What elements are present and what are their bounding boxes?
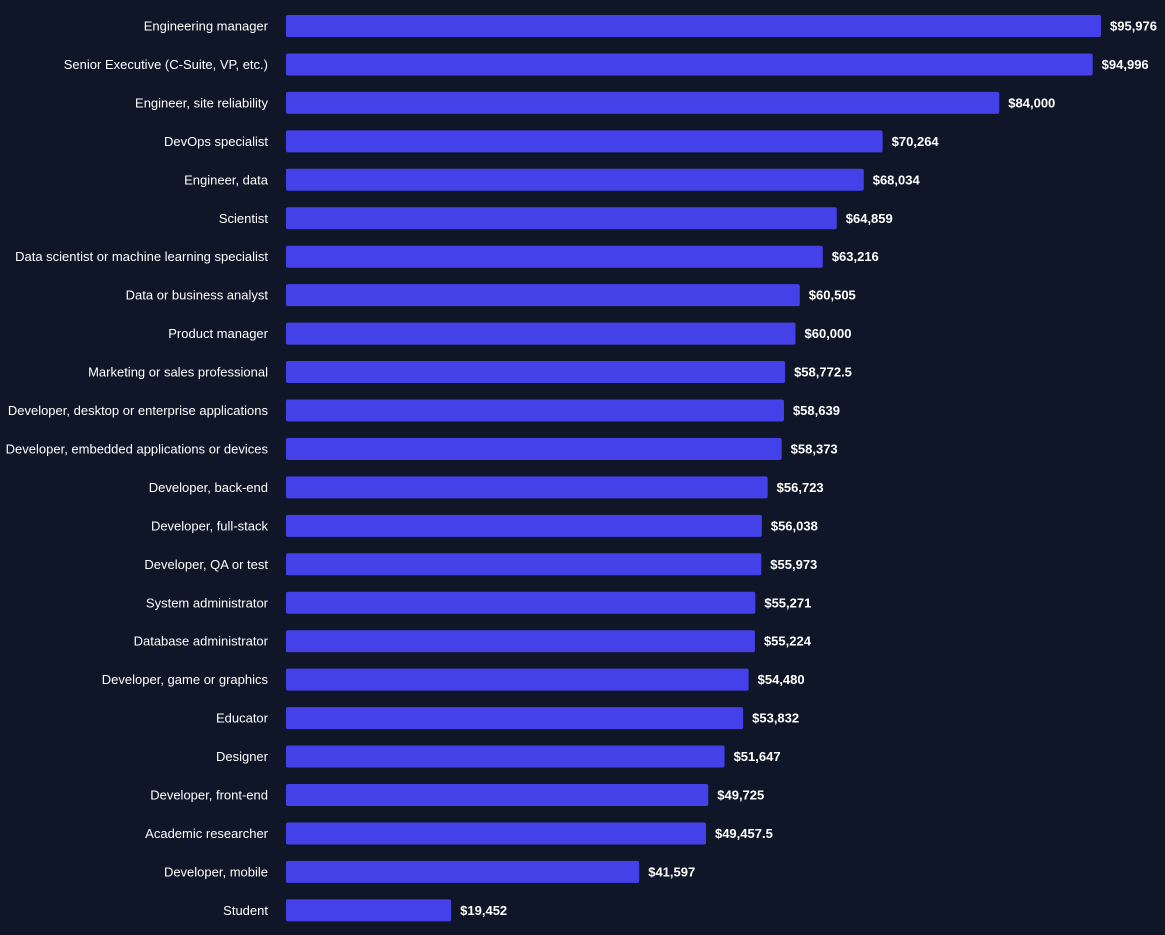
value-label: $55,224	[764, 634, 812, 649]
bar	[286, 361, 786, 384]
bar	[286, 668, 749, 691]
category-label: Engineer, data	[184, 172, 269, 187]
category-label: Developer, front-end	[150, 788, 268, 803]
value-label: $56,038	[771, 518, 818, 533]
category-label: Developer, mobile	[164, 864, 268, 879]
value-label: $49,457.5	[715, 826, 773, 841]
category-label: Educator	[216, 711, 269, 726]
category-label: Developer, back-end	[149, 480, 268, 495]
value-label: $49,725	[717, 788, 764, 803]
value-label: $63,216	[832, 249, 879, 264]
category-label: Developer, full-stack	[151, 518, 269, 533]
value-label: $53,832	[752, 711, 799, 726]
category-label: System administrator	[146, 595, 269, 610]
bar	[286, 822, 706, 845]
bar	[286, 322, 796, 345]
bar	[286, 130, 883, 153]
category-label: Senior Executive (C-Suite, VP, etc.)	[64, 57, 268, 72]
bar	[286, 53, 1093, 76]
bar	[286, 591, 756, 614]
category-label: Developer, embedded applications or devi…	[6, 441, 269, 456]
category-label: Marketing or sales professional	[88, 365, 268, 380]
value-label: $55,271	[764, 595, 811, 610]
bar	[286, 745, 725, 768]
value-label: $60,505	[809, 288, 856, 303]
value-labels: $95,976 $94,996 $84,000 $70,264 $68,034 $64,8…	[460, 19, 1157, 918]
value-label: $95,976	[1110, 19, 1157, 34]
bar	[286, 476, 768, 499]
category-label: Scientist	[219, 211, 269, 226]
bar	[286, 707, 744, 730]
bar	[286, 553, 762, 576]
category-label: DevOps specialist	[164, 134, 268, 149]
value-label: $60,000	[805, 326, 852, 341]
value-label: $54,480	[758, 672, 805, 687]
category-label: Designer	[216, 749, 269, 764]
category-label: Engineering manager	[144, 19, 269, 34]
value-label: $58,772.5	[794, 365, 852, 380]
value-label: $70,264	[892, 134, 940, 149]
category-label: Developer, game or graphics	[102, 672, 269, 687]
value-label: $68,034	[873, 172, 921, 187]
category-label: Data or business analyst	[126, 288, 269, 303]
value-label: $64,859	[846, 211, 893, 226]
value-label: $58,373	[791, 441, 838, 456]
category-label: Student	[223, 903, 268, 918]
category-label: Product manager	[168, 326, 268, 341]
bar	[286, 399, 784, 422]
category-label: Data scientist or machine learning speci…	[15, 249, 268, 264]
bar	[286, 899, 452, 922]
value-label: $84,000	[1008, 95, 1055, 110]
category-label: Database administrator	[134, 634, 269, 649]
bar	[286, 15, 1101, 37]
value-label: $19,452	[460, 903, 507, 918]
bar	[286, 514, 762, 537]
bars	[286, 15, 1101, 922]
bar	[286, 784, 709, 806]
bar	[286, 91, 1000, 114]
bar	[286, 284, 800, 307]
value-label: $55,973	[770, 557, 817, 572]
value-label: $56,723	[777, 480, 824, 495]
bar	[286, 245, 823, 268]
bar	[286, 168, 864, 191]
value-label: $94,996	[1102, 57, 1149, 72]
category-label: Developer, QA or test	[144, 557, 268, 572]
value-label: $58,639	[793, 403, 840, 418]
bar	[286, 437, 782, 460]
value-label: $41,597	[648, 864, 695, 879]
category-label: Engineer, site reliability	[135, 95, 268, 110]
value-label: $51,647	[734, 749, 781, 764]
category-label: Developer, desktop or enterprise applica…	[8, 403, 269, 418]
bar	[286, 207, 837, 230]
category-labels: Engineering manager Senior Executive (C-S…	[6, 19, 269, 918]
bar	[286, 630, 755, 653]
bar	[286, 860, 640, 883]
category-label: Academic researcher	[145, 826, 268, 841]
